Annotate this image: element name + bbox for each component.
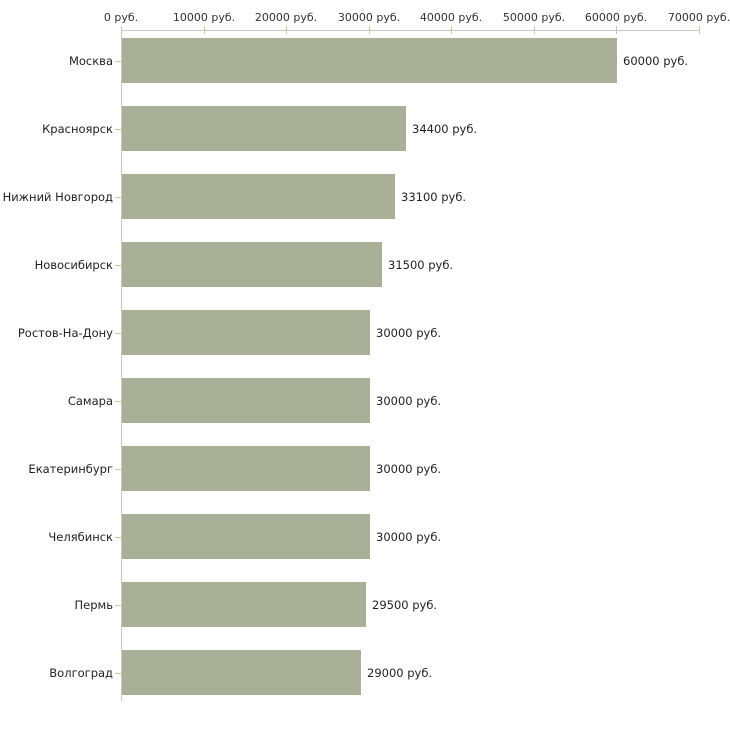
category-label: Новосибирск: [34, 257, 113, 272]
value-label: 30000 руб.: [376, 529, 442, 544]
value-label: 29000 руб.: [367, 665, 433, 680]
y-axis-tick: [115, 197, 121, 198]
x-axis-tick-label: 0 руб.: [103, 11, 139, 24]
category-label: Москва: [68, 53, 113, 68]
value-label: 31500 руб.: [388, 257, 454, 272]
category-label: Самара: [67, 393, 113, 408]
bar: [122, 174, 395, 219]
value-label: 34400 руб.: [412, 121, 478, 136]
x-axis-tick: [121, 26, 122, 34]
x-axis-tick-label: 70000 руб.: [667, 11, 730, 24]
y-axis-tick: [115, 129, 121, 130]
bar: [122, 378, 370, 423]
category-label: Пермь: [74, 597, 113, 612]
y-axis-tick: [115, 469, 121, 470]
category-label: Нижний Новгород: [2, 189, 113, 204]
bar: [122, 38, 617, 83]
y-axis-tick: [115, 333, 121, 334]
category-label: Ростов-На-Дону: [17, 325, 113, 340]
x-axis-tick-label: 50000 руб.: [502, 11, 566, 24]
bar: [122, 446, 370, 491]
x-axis-tick-label: 60000 руб.: [584, 11, 648, 24]
x-axis-tick: [369, 26, 370, 34]
value-label: 29500 руб.: [372, 597, 438, 612]
y-axis-tick: [115, 401, 121, 402]
x-axis-tick: [534, 26, 535, 34]
category-label: Челябинск: [48, 529, 113, 544]
y-axis-tick: [115, 537, 121, 538]
y-axis-tick: [115, 61, 121, 62]
y-axis-tick: [115, 265, 121, 266]
y-axis-tick: [115, 673, 121, 674]
category-label: Волгоград: [49, 665, 113, 680]
category-label: Екатеринбург: [28, 461, 113, 476]
x-axis-tick: [699, 26, 700, 34]
y-axis-tick: [115, 605, 121, 606]
bar: [122, 582, 366, 627]
x-axis-tick-label: 30000 руб.: [337, 11, 401, 24]
x-axis-tick-label: 20000 руб.: [254, 11, 318, 24]
y-axis-line: [121, 30, 122, 701]
bar: [122, 514, 370, 559]
bar: [122, 310, 370, 355]
value-label: 60000 руб.: [623, 53, 689, 68]
bar: [122, 106, 406, 151]
value-label: 30000 руб.: [376, 461, 442, 476]
x-axis-tick-label: 10000 руб.: [172, 11, 236, 24]
bar: [122, 242, 382, 287]
x-axis-tick: [204, 26, 205, 34]
x-axis-tick-label: 40000 руб.: [419, 11, 483, 24]
x-axis-tick: [616, 26, 617, 34]
value-label: 30000 руб.: [376, 325, 442, 340]
bar: [122, 650, 361, 695]
x-axis-line: [121, 30, 700, 31]
x-axis-tick: [451, 26, 452, 34]
x-axis-tick: [286, 26, 287, 34]
value-label: 30000 руб.: [376, 393, 442, 408]
category-label: Красноярск: [42, 121, 113, 136]
value-label: 33100 руб.: [401, 189, 467, 204]
